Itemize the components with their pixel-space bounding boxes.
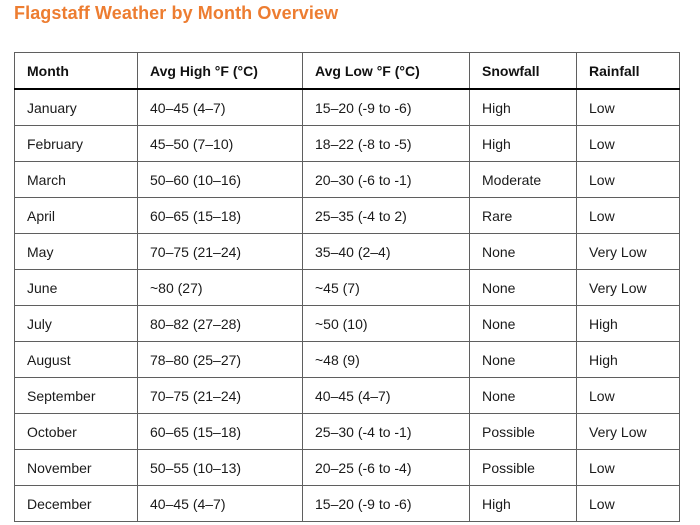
table-cell: 40–45 (4–7)	[137, 485, 303, 522]
table-cell: 40–45 (4–7)	[137, 88, 303, 126]
table-cell: October	[14, 413, 138, 450]
table-cell: Low	[576, 125, 680, 162]
table-cell: ~45 (7)	[302, 269, 470, 306]
table-cell: June	[14, 269, 138, 306]
table-cell: September	[14, 377, 138, 414]
table-cell: April	[14, 197, 138, 234]
table-cell: None	[469, 305, 577, 342]
table-cell: 15–20 (-9 to -6)	[302, 485, 470, 522]
table-row: March 50–60 (10–16) 20–30 (-6 to -1) Modera…	[14, 161, 680, 198]
table-cell: ~80 (27)	[137, 269, 303, 306]
table-row: January 40–45 (4–7) 15–20 (-9 to -6) High Lo…	[14, 88, 680, 126]
table-cell: Low	[576, 197, 680, 234]
table-cell: None	[469, 233, 577, 270]
table-cell: Possible	[469, 449, 577, 486]
table-row: September 70–75 (21–24) 40–45 (4–7) None Low	[14, 377, 680, 414]
column-header-snowfall: Snowfall	[469, 52, 577, 90]
table-row: December 40–45 (4–7) 15–20 (-9 to -6) High L…	[14, 485, 680, 522]
table-cell: Low	[576, 377, 680, 414]
table-cell: Moderate	[469, 161, 577, 198]
table-row: February 45–50 (7–10) 18–22 (-8 to -5) High…	[14, 125, 680, 162]
column-header-rainfall: Rainfall	[576, 52, 680, 90]
table-cell: 20–25 (-6 to -4)	[302, 449, 470, 486]
table-cell: May	[14, 233, 138, 270]
table-cell: 78–80 (25–27)	[137, 341, 303, 378]
table-row: November 50–55 (10–13) 20–25 (-6 to -4) Pos…	[14, 449, 680, 486]
table-row: June ~80 (27) ~45 (7) None Very Low	[14, 269, 680, 306]
table-cell: August	[14, 341, 138, 378]
table-cell: 25–30 (-4 to -1)	[302, 413, 470, 450]
table-cell: Very Low	[576, 233, 680, 270]
table-cell: ~50 (10)	[302, 305, 470, 342]
table-cell: High	[576, 305, 680, 342]
table-cell: Low	[576, 485, 680, 522]
table-cell: Low	[576, 161, 680, 198]
table-cell: High	[576, 341, 680, 378]
table-row: May 70–75 (21–24) 35–40 (2–4) None Very Low	[14, 233, 680, 270]
table-cell: High	[469, 485, 577, 522]
table-cell: 70–75 (21–24)	[137, 233, 303, 270]
weather-table: Month Avg High °F (°C) Avg Low °F (°C) Snow…	[14, 52, 680, 522]
page-title: Flagstaff Weather by Month Overview	[14, 3, 339, 23]
table-cell: None	[469, 377, 577, 414]
table-cell: 50–60 (10–16)	[137, 161, 303, 198]
table-cell: December	[14, 485, 138, 522]
table-cell: 60–65 (15–18)	[137, 197, 303, 234]
table-cell: None	[469, 341, 577, 378]
table-row: August 78–80 (25–27) ~48 (9) None High	[14, 341, 680, 378]
header-row: Month Avg High °F (°C) Avg Low °F (°C) Snow…	[14, 52, 680, 90]
table-cell: 80–82 (27–28)	[137, 305, 303, 342]
table-cell: Low	[576, 88, 680, 126]
table-cell: None	[469, 269, 577, 306]
table-cell: 35–40 (2–4)	[302, 233, 470, 270]
column-header-avg-high-f-c: Avg High °F (°C)	[137, 52, 303, 90]
table-body: January 40–45 (4–7) 15–20 (-9 to -6) High Lo…	[14, 88, 680, 522]
table-cell: 40–45 (4–7)	[302, 377, 470, 414]
table-cell: 20–30 (-6 to -1)	[302, 161, 470, 198]
table-row: October 60–65 (15–18) 25–30 (-4 to -1) Poss…	[14, 413, 680, 450]
table-cell: High	[469, 88, 577, 126]
table-cell: March	[14, 161, 138, 198]
table-cell: 50–55 (10–13)	[137, 449, 303, 486]
column-header-month: Month	[14, 52, 138, 90]
table-cell: Possible	[469, 413, 577, 450]
table-cell: Very Low	[576, 413, 680, 450]
table-cell: November	[14, 449, 138, 486]
table-cell: 15–20 (-9 to -6)	[302, 88, 470, 126]
table-cell: 70–75 (21–24)	[137, 377, 303, 414]
table-cell: Rare	[469, 197, 577, 234]
table-cell: 25–35 (-4 to 2)	[302, 197, 470, 234]
table-cell: Very Low	[576, 269, 680, 306]
table-row: July 80–82 (27–28) ~50 (10) None High	[14, 305, 680, 342]
table-row: April 60–65 (15–18) 25–35 (-4 to 2) Rare Low	[14, 197, 680, 234]
table-cell: ~48 (9)	[302, 341, 470, 378]
table-cell: January	[14, 88, 138, 126]
table-cell: 60–65 (15–18)	[137, 413, 303, 450]
table-cell: 45–50 (7–10)	[137, 125, 303, 162]
table-cell: 18–22 (-8 to -5)	[302, 125, 470, 162]
table-cell: February	[14, 125, 138, 162]
table-cell: High	[469, 125, 577, 162]
table-header: Month Avg High °F (°C) Avg Low °F (°C) Snow…	[14, 52, 680, 90]
table-cell: Low	[576, 449, 680, 486]
table-cell: July	[14, 305, 138, 342]
column-header-avg-low-f-c: Avg Low °F (°C)	[302, 52, 470, 90]
